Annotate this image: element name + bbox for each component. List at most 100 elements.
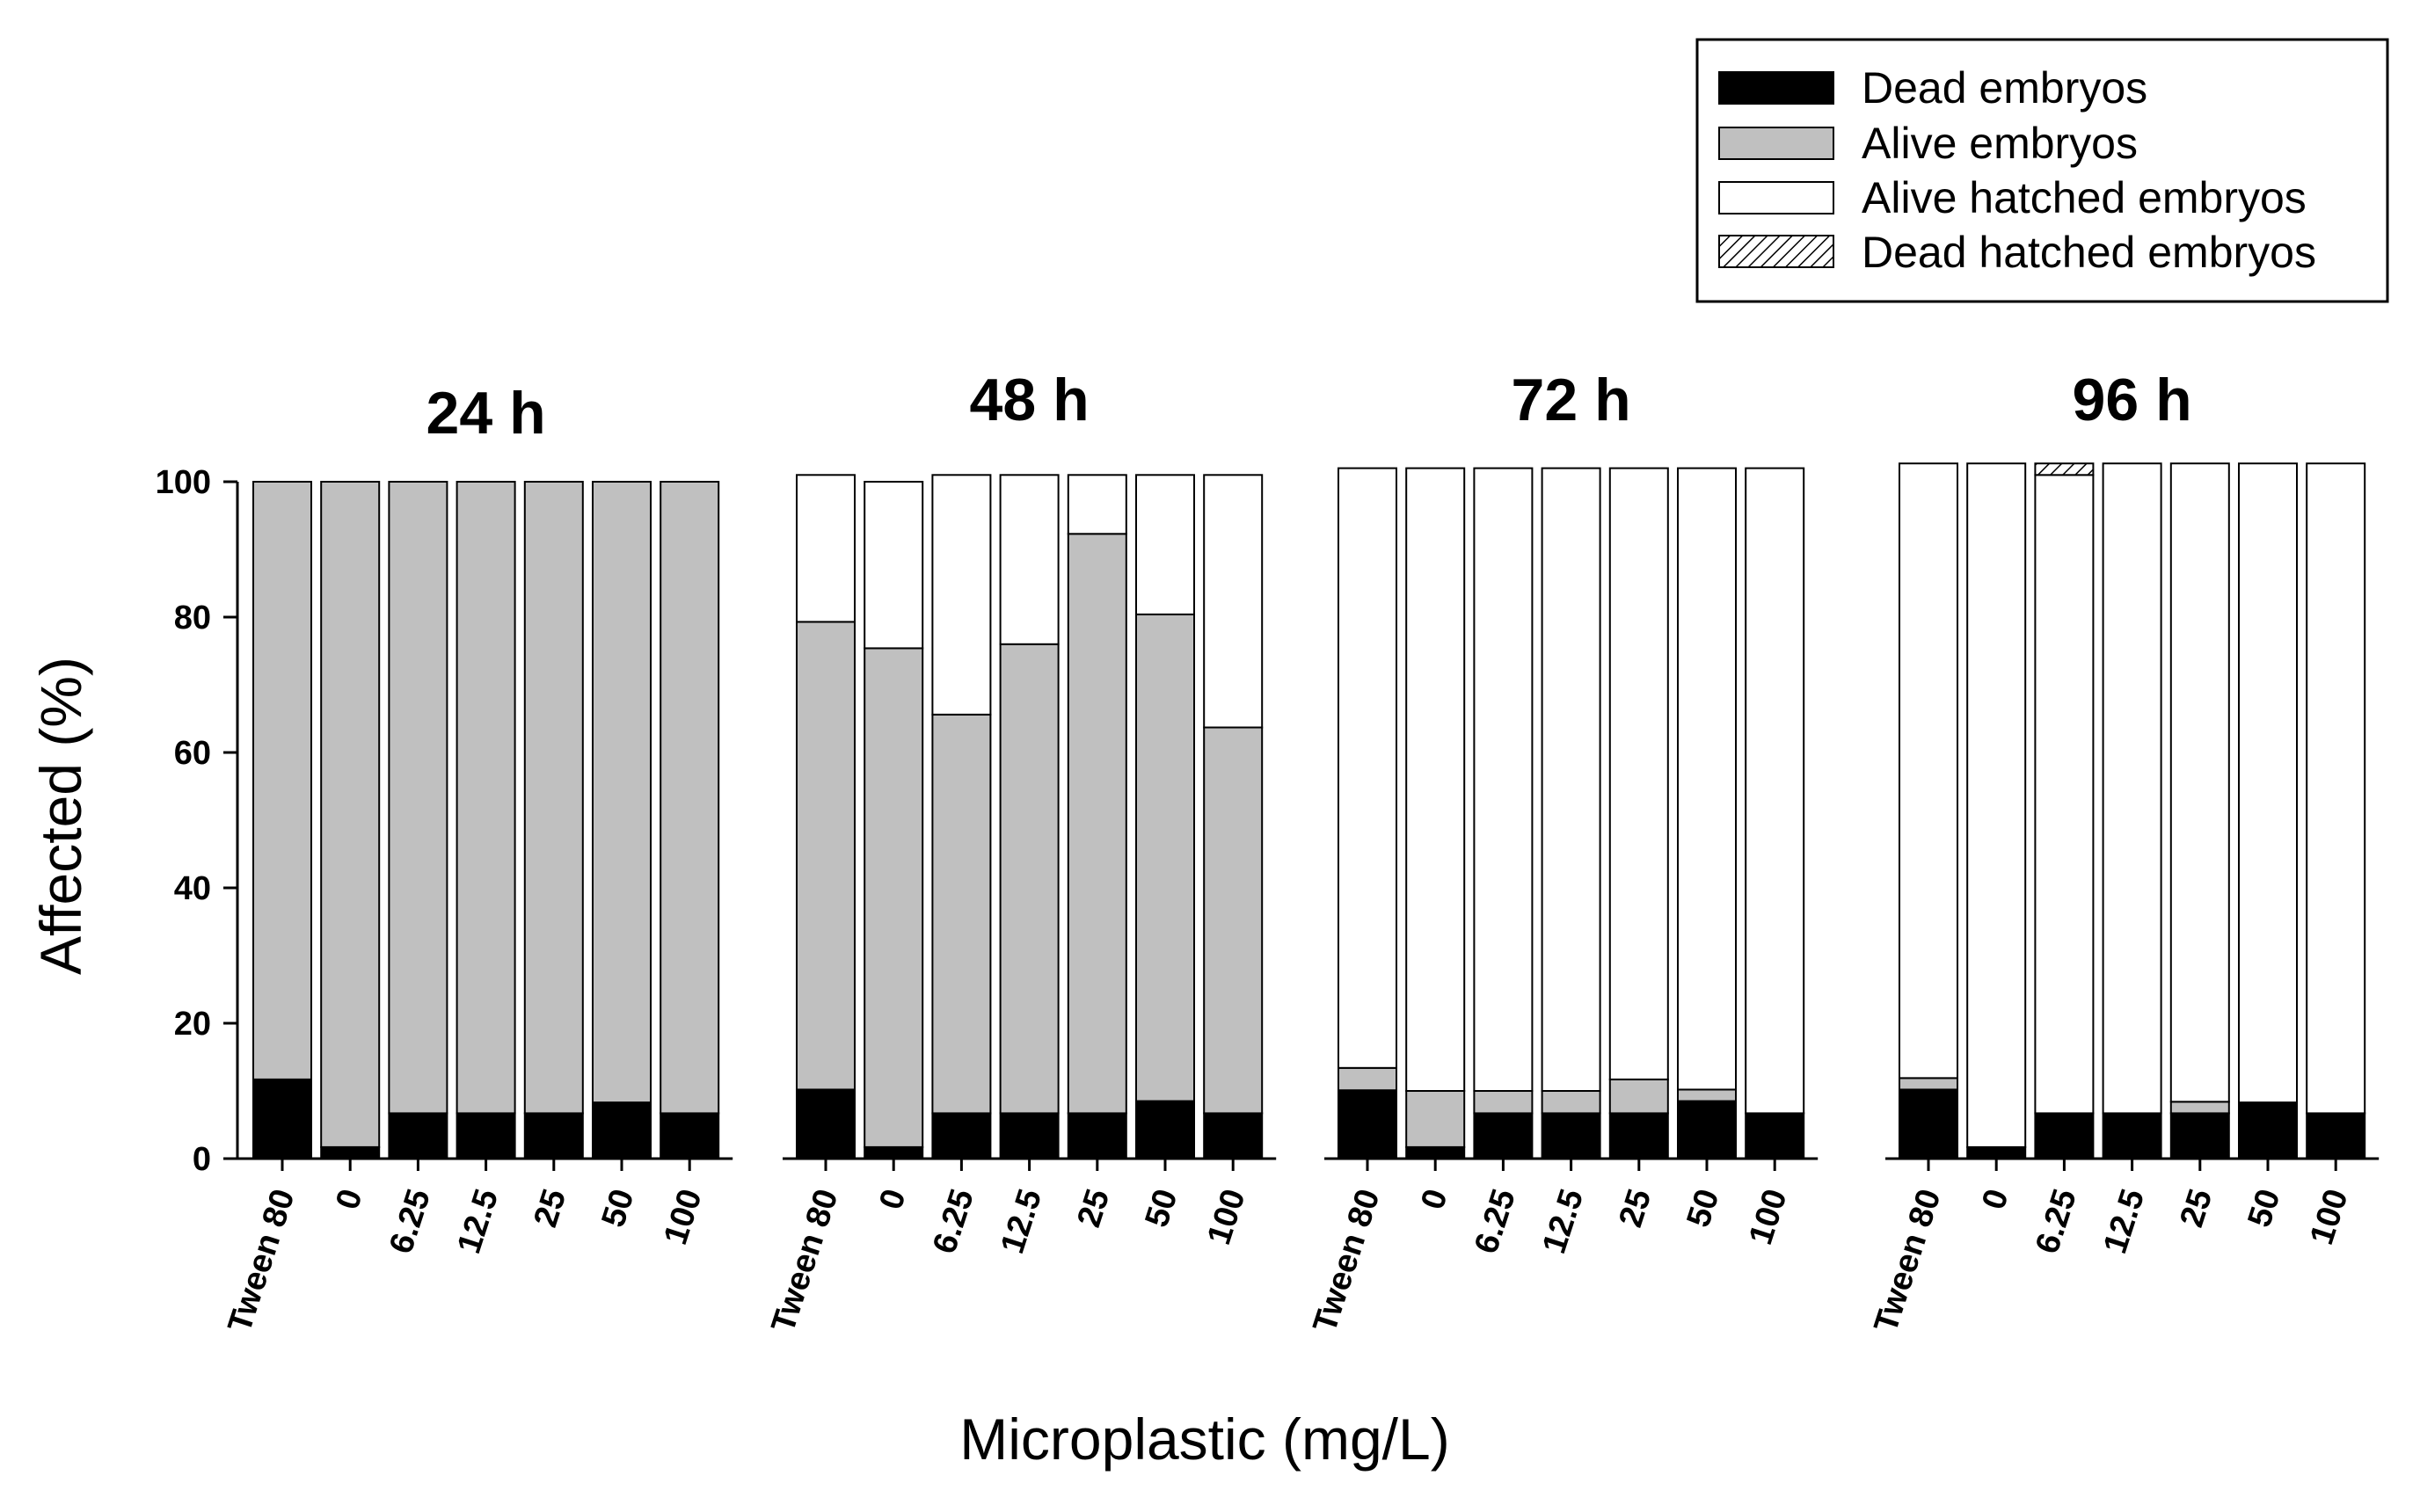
panel-title: 72 h bbox=[1512, 367, 1631, 433]
bar-alive bbox=[1405, 1090, 1466, 1148]
bar-alive bbox=[2169, 1101, 2230, 1115]
bar-alive bbox=[320, 481, 381, 1148]
bar-alive bbox=[1541, 1090, 1601, 1115]
bar-alive-hatched bbox=[796, 474, 856, 623]
x-tick-label: 50 bbox=[1139, 1185, 1185, 1232]
bar-alive-hatched bbox=[2034, 474, 2095, 1115]
x-tick-label: 25 bbox=[2173, 1185, 2220, 1232]
bar-dead bbox=[1473, 1112, 1534, 1160]
bar-dead bbox=[864, 1145, 924, 1160]
bar-alive-hatched bbox=[1405, 467, 1466, 1092]
bar-alive-hatched bbox=[1203, 474, 1264, 729]
x-tick-label: 6.25 bbox=[383, 1185, 438, 1258]
bar-alive-hatched bbox=[1338, 467, 1397, 1069]
panel-1: 24 h Tween 80 0 6.25 12.5 25 50 100 bbox=[222, 380, 733, 1337]
bar-dead bbox=[796, 1088, 856, 1159]
bar-alive-hatched bbox=[1541, 467, 1601, 1092]
panel-3: 72 h Tween 80 0 6.25 12.5 25 50 100 bbox=[1307, 367, 1819, 1337]
x-tick-label: 6.25 bbox=[1468, 1185, 1523, 1258]
bar-alive bbox=[864, 647, 924, 1148]
x-tick-label: 0 bbox=[1414, 1185, 1454, 1214]
bar-dead bbox=[2034, 1112, 2095, 1160]
bar-alive-hatched bbox=[864, 481, 924, 650]
bar-dead bbox=[1608, 1112, 1669, 1160]
y-ticks: 0 20 40 60 80 100 bbox=[156, 464, 237, 1178]
x-tick-label: 12.5 bbox=[2096, 1185, 2152, 1258]
bar-dead bbox=[592, 1101, 652, 1159]
x-tick-label: 25 bbox=[527, 1185, 573, 1232]
x-tick-label: 100 bbox=[657, 1185, 710, 1249]
bar-dead bbox=[1899, 1088, 1958, 1159]
bar-dead bbox=[1067, 1112, 1127, 1160]
bar-dead bbox=[2169, 1112, 2230, 1160]
x-tick-label: 6.25 bbox=[2029, 1185, 2084, 1258]
bar-alive-hatched bbox=[1608, 467, 1669, 1080]
bar-dead bbox=[1966, 1145, 2027, 1160]
x-axis-label: Microplastic (mg/L) bbox=[959, 1407, 1449, 1472]
x-tick-label: 0 bbox=[872, 1185, 913, 1214]
bar-dead bbox=[1405, 1145, 1466, 1160]
legend-label-alive-hatched: Alive hatched embryos bbox=[1862, 173, 2307, 222]
x-tick-label: 50 bbox=[2241, 1185, 2288, 1232]
x-tick-label: 100 bbox=[1742, 1185, 1795, 1249]
bar-dead bbox=[252, 1078, 312, 1160]
legend-swatch-dead bbox=[1718, 71, 1834, 105]
bar-alive-hatched bbox=[1677, 467, 1737, 1091]
x-tick-label: 25 bbox=[1070, 1185, 1117, 1232]
bar-alive bbox=[456, 481, 516, 1115]
bar-alive-hatched bbox=[1135, 474, 1195, 615]
bar-dead bbox=[2306, 1112, 2366, 1160]
bar-dead bbox=[320, 1145, 381, 1160]
x-tick-label: 100 bbox=[1200, 1185, 1253, 1249]
bar-alive-hatched bbox=[2169, 462, 2230, 1103]
x-tick-label: 0 bbox=[329, 1185, 369, 1214]
y-tick-label: 80 bbox=[174, 600, 211, 636]
bar-alive bbox=[931, 713, 992, 1115]
x-tick-label: 0 bbox=[1975, 1185, 2015, 1214]
legend: Dead embryos Alive embryos Alive hatched… bbox=[1695, 38, 2389, 303]
bar-alive bbox=[388, 481, 448, 1115]
bar-alive bbox=[1067, 533, 1127, 1115]
bar-dead bbox=[1677, 1100, 1737, 1160]
y-tick-label: 40 bbox=[174, 870, 211, 907]
y-tick-label: 60 bbox=[174, 735, 211, 772]
panel-title: 96 h bbox=[2073, 367, 2192, 433]
y-tick-label: 20 bbox=[174, 1006, 211, 1043]
bar-alive-hatched bbox=[1473, 467, 1534, 1092]
panel-4: 96 h Tween 80 0 6.25 12.5 25 50 100 bbox=[1868, 367, 2380, 1337]
bar-dead bbox=[456, 1112, 516, 1160]
legend-label-dead: Dead embryos bbox=[1862, 63, 2147, 113]
bar-dead bbox=[2102, 1112, 2162, 1160]
x-tick-label: 50 bbox=[595, 1185, 642, 1232]
y-tick-label: 0 bbox=[193, 1141, 211, 1178]
y-axis: 0 20 40 60 80 100 Affected (%) bbox=[28, 464, 239, 1178]
legend-swatch-alive-hatched bbox=[1718, 181, 1834, 214]
bar-alive bbox=[660, 481, 720, 1115]
x-tick-label: 50 bbox=[1680, 1185, 1727, 1232]
bar-dead bbox=[388, 1112, 448, 1160]
bar-dead bbox=[931, 1112, 992, 1160]
x-tick-label: Tween 80 bbox=[1307, 1185, 1388, 1337]
bar-alive bbox=[1135, 613, 1195, 1102]
legend-swatch-alive bbox=[1718, 127, 1834, 160]
bar-dead bbox=[1338, 1089, 1397, 1159]
bar-dead bbox=[999, 1112, 1060, 1160]
x-tick-label: Tween 80 bbox=[1868, 1185, 1949, 1337]
bar-dead-hatched bbox=[2034, 462, 2095, 476]
bar-alive bbox=[523, 481, 584, 1115]
bar-dead bbox=[2238, 1101, 2298, 1159]
bar-dead bbox=[660, 1112, 720, 1160]
bar-alive bbox=[1338, 1066, 1397, 1092]
bar-alive-hatched bbox=[931, 474, 992, 716]
bar-alive bbox=[796, 621, 856, 1091]
bar-alive-hatched bbox=[1745, 467, 1805, 1115]
x-tick-label: 12.5 bbox=[1535, 1185, 1591, 1258]
bar-alive-hatched bbox=[1067, 474, 1127, 535]
bar-alive bbox=[1203, 726, 1264, 1115]
panel-2: 48 h Tween 80 0 6.25 12.5 25 50 100 bbox=[765, 367, 1277, 1337]
x-tick-label: 25 bbox=[1612, 1185, 1658, 1232]
y-tick-label: 100 bbox=[156, 464, 211, 501]
bar-alive bbox=[1608, 1078, 1669, 1115]
